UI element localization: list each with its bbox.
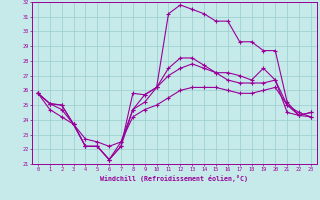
X-axis label: Windchill (Refroidissement éolien,°C): Windchill (Refroidissement éolien,°C) <box>100 175 248 182</box>
